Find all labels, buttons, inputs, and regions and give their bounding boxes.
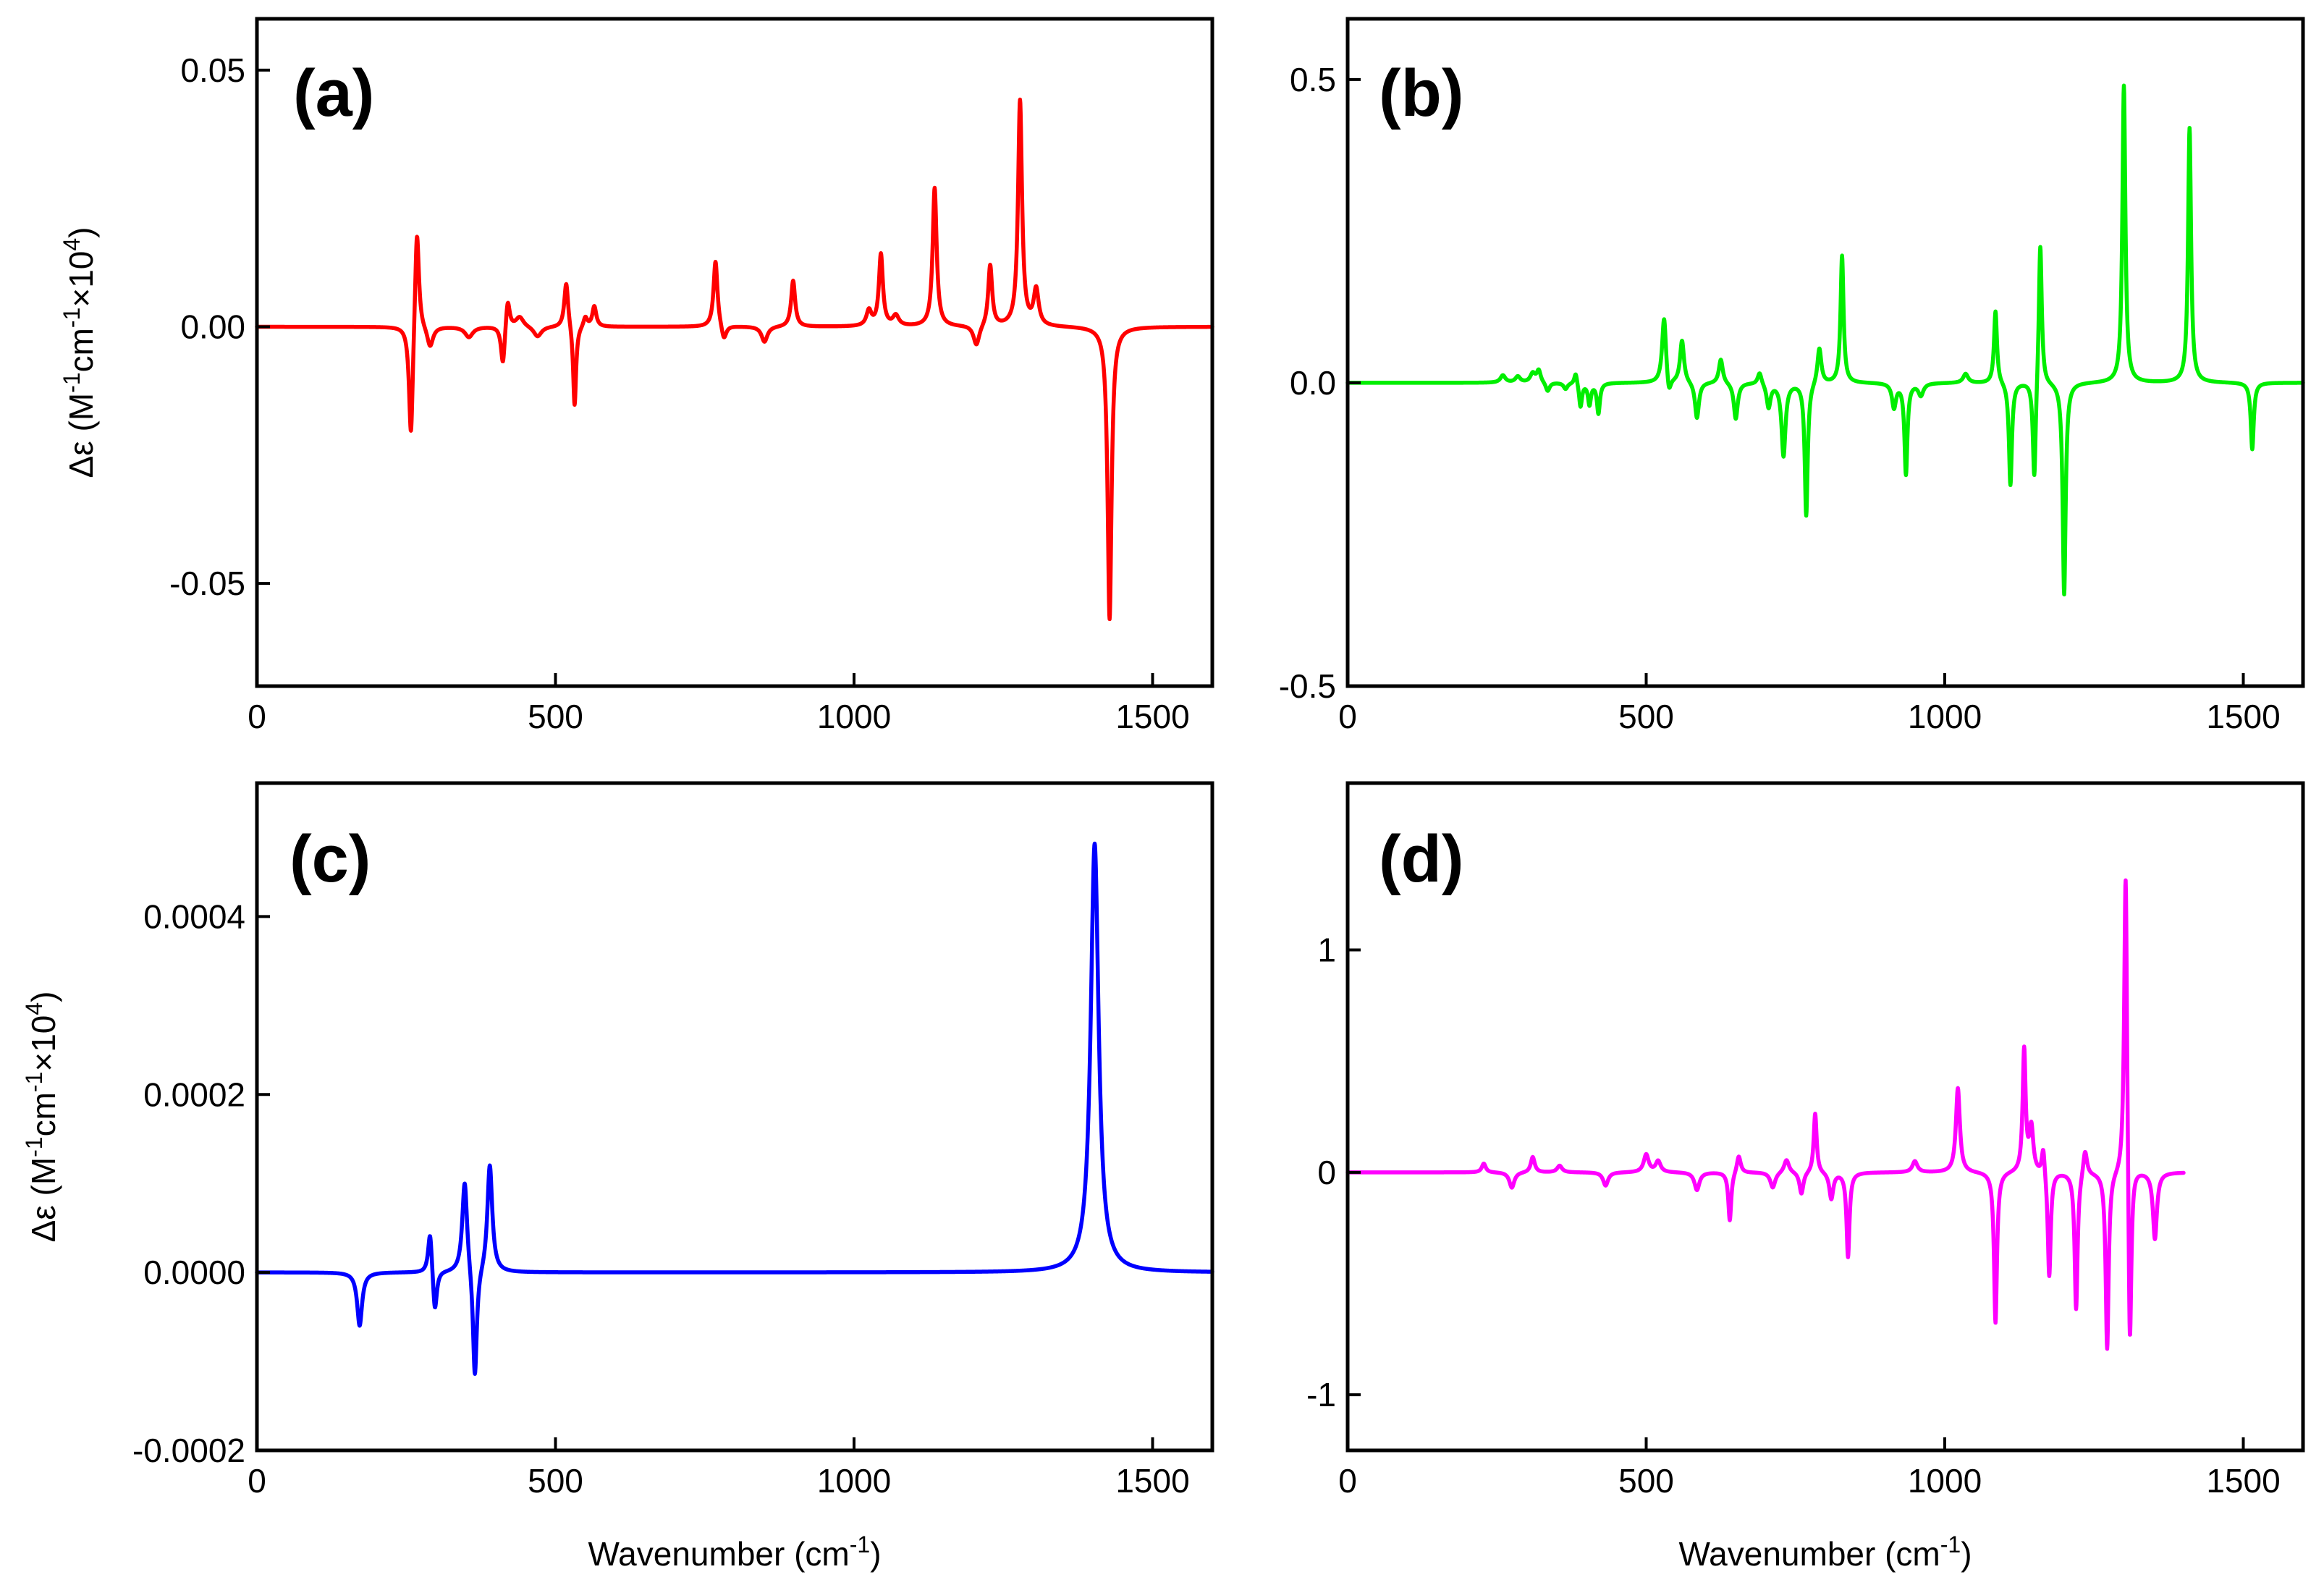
x-tick-label: 500 <box>528 1462 583 1500</box>
x-tick-label: 500 <box>1618 1462 1674 1500</box>
series-line-c <box>255 841 1214 1377</box>
x-tick-label: 1500 <box>2206 1462 2280 1500</box>
y-tick-label: 0.0004 <box>143 897 245 935</box>
ticks-d: 0 500 1000 1500 -1 0 1 <box>1306 931 2281 1500</box>
x-tick-label: 0 <box>248 1462 266 1500</box>
x-tick-label: 500 <box>1618 698 1674 735</box>
y-axis-title-c: Δε (M-1cm-1×104) <box>21 991 62 1242</box>
x-tick-label: 1000 <box>817 1462 891 1500</box>
ticks-b: 0 500 1000 1500 -0.5 0.0 0.5 <box>1279 61 2281 735</box>
x-tick-label: 1500 <box>1115 1462 1189 1500</box>
x-axis-title-d: Wavenumber (cm-1) <box>1678 1531 1972 1573</box>
x-tick-label: 0 <box>1338 698 1357 735</box>
ticks-a: 0 500 1000 1500 -0.05 0.00 0.05 <box>169 51 1190 735</box>
x-tick-label: 1000 <box>817 698 891 735</box>
y-tick-label: -1 <box>1306 1376 1336 1413</box>
y-tick-label: -0.5 <box>1279 667 1336 705</box>
y-tick-label: 0.00 <box>180 308 245 346</box>
x-axis-title-c: Wavenumber (cm-1) <box>588 1531 881 1573</box>
y-axis-title-a: Δε (M-1cm-1×104) <box>59 227 100 478</box>
y-tick-label: 0.0 <box>1290 364 1336 402</box>
plot-frame-d <box>1345 781 2305 1453</box>
x-tick-label: 1000 <box>1908 1462 1982 1500</box>
series-line-a <box>255 97 1214 622</box>
x-tick-label: 0 <box>248 698 266 735</box>
y-tick-label: 0.0000 <box>143 1254 245 1291</box>
y-tick-label: 0.05 <box>180 51 245 89</box>
panel-c: 0 500 1000 1500 -0.0002 0.0000 0.0002 0.0004 (c… <box>21 781 1214 1573</box>
plot-frame-a <box>255 17 1214 688</box>
panel-label-c: (c) <box>290 822 371 896</box>
plot-frame-c <box>255 781 1214 1453</box>
panel-label-b: (b) <box>1379 56 1463 130</box>
plot-frame-b <box>1345 17 2305 688</box>
ticks-c: 0 500 1000 1500 -0.0002 0.0000 0.0002 0.0004 <box>132 897 1190 1500</box>
series-line-d <box>1345 878 2186 1351</box>
panel-label-d: (d) <box>1379 822 1463 896</box>
x-tick-label: 1500 <box>2206 698 2280 735</box>
y-tick-label: 1 <box>1317 931 1336 969</box>
y-tick-label: 0 <box>1317 1154 1336 1191</box>
y-tick-label: -0.0002 <box>132 1432 245 1469</box>
panel-b: 0 500 1000 1500 -0.5 0.0 0.5 (b) <box>1279 17 2305 735</box>
series-line-b <box>1345 83 2305 597</box>
x-tick-label: 500 <box>528 698 583 735</box>
panel-d: 0 500 1000 1500 -1 0 1 (d) Wavenumber (cm-1) <box>1306 781 2305 1573</box>
x-tick-label: 1000 <box>1908 698 1982 735</box>
panel-a: 0 500 1000 1500 -0.05 0.00 0.05 (a) Δε (M-1cm-… <box>59 17 1214 735</box>
x-tick-label: 0 <box>1338 1462 1357 1500</box>
y-tick-label: 0.5 <box>1290 61 1336 98</box>
x-tick-label: 1500 <box>1115 698 1189 735</box>
panel-label-a: (a) <box>293 56 374 130</box>
y-tick-label: -0.05 <box>169 565 245 602</box>
y-tick-label: 0.0002 <box>143 1075 245 1113</box>
